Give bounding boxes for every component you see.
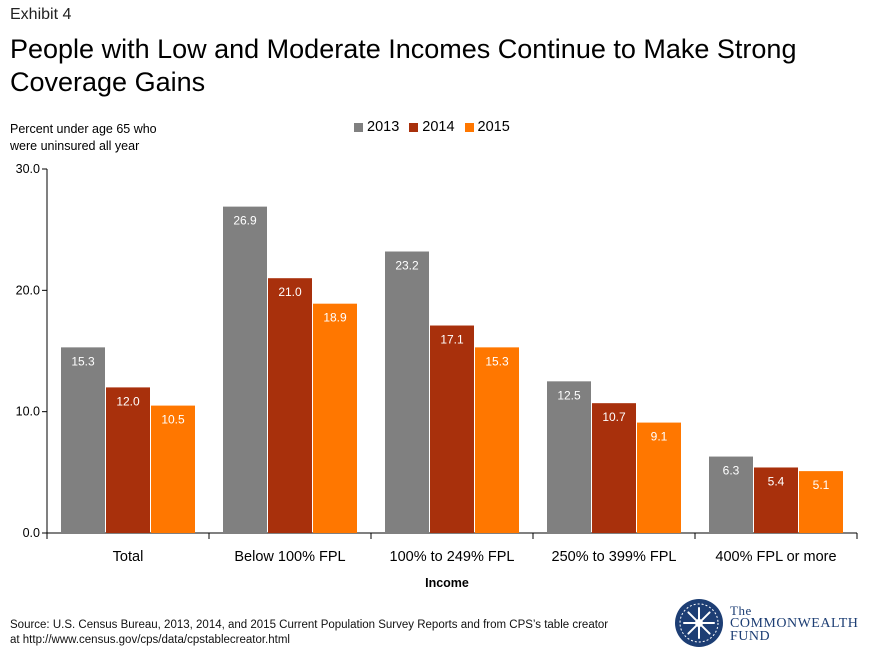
logo-line-3: FUND	[730, 628, 771, 644]
data-label-2015: 5.1	[813, 478, 830, 492]
x-tick-label: Total	[113, 549, 144, 565]
chart-title: People with Low and Moderate Incomes Con…	[10, 34, 797, 97]
bar-2015	[637, 422, 681, 533]
commonwealth-fund-logo: The COMMONWEALTH FUND	[674, 598, 858, 648]
y-axis-title-line-2: were uninsured all year	[10, 139, 140, 153]
bar-2015	[475, 347, 519, 533]
logo-line-1: The	[730, 602, 752, 618]
source-note: Source: U.S. Census Bureau, 2013, 2014, …	[10, 618, 650, 648]
bar-2014	[106, 387, 150, 533]
legend-label-2014: 2014	[422, 119, 455, 135]
legend-label-2015: 2015	[477, 119, 510, 135]
legend-item-2014: 2014	[409, 119, 455, 135]
bar-2013	[385, 251, 429, 534]
x-tick-label: 250% to 399% FPL	[552, 549, 677, 565]
bar-2015	[313, 303, 357, 533]
y-tick-label: 10.0	[16, 405, 40, 419]
source-line-2: at http://www.census.gov/cps/data/cpstab…	[10, 634, 290, 646]
bar-chart: 0.0 10.0 20.0 30.0 15.3 12.0 10.5 Total 26.9 21.0…	[16, 162, 858, 590]
legend-label-2013: 2013	[367, 119, 400, 135]
bar-2015	[151, 405, 195, 533]
legend: 2013 2014 2015	[354, 119, 510, 135]
data-label-2013: 6.3	[723, 464, 740, 478]
data-label-2015: 10.5	[161, 413, 185, 427]
data-label-2013: 12.5	[557, 388, 581, 402]
data-label-2014: 21.0	[278, 285, 302, 299]
data-label-2015: 15.3	[485, 354, 509, 368]
data-label-2014: 10.7	[602, 410, 626, 424]
bar-2014	[268, 278, 312, 533]
bar-2014	[592, 403, 636, 533]
bar-2014	[754, 467, 798, 533]
y-axis-title: Percent under age 65 who were uninsured …	[10, 121, 210, 155]
y-axis-title-line-1: Percent under age 65 who	[10, 122, 157, 136]
logo-line-2: COMMONWEALTH	[730, 615, 859, 631]
y-tick-label: 20.0	[16, 283, 40, 297]
bar-2013	[709, 456, 753, 533]
x-tick-label: 400% FPL or more	[715, 549, 836, 565]
legend-swatch-2013	[354, 122, 363, 132]
bar-2015	[799, 471, 843, 533]
x-tick-label: 100% to 249% FPL	[390, 549, 515, 565]
data-label-2013: 23.2	[395, 259, 419, 273]
legend-swatch-2015	[464, 122, 474, 132]
source-line-1: Source: U.S. Census Bureau, 2013, 2014, …	[10, 619, 609, 631]
legend-item-2015: 2015	[464, 119, 510, 135]
legend-swatch-2014	[409, 122, 419, 132]
y-tick-label: 30.0	[16, 162, 40, 176]
legend-item-2013: 2013	[354, 119, 399, 135]
bar-2014	[430, 325, 474, 533]
bar-2013	[223, 206, 267, 533]
x-axis-title: Income	[425, 576, 469, 590]
data-label-2013: 26.9	[233, 214, 257, 228]
data-label-2014: 12.0	[116, 394, 140, 408]
exhibit-label: Exhibit 4	[10, 6, 72, 23]
data-label-2013: 15.3	[71, 354, 95, 368]
bar-2013	[61, 347, 105, 533]
data-label-2014: 17.1	[440, 333, 464, 347]
data-label-2015: 18.9	[323, 311, 347, 325]
x-tick-label: Below 100% FPL	[234, 549, 345, 565]
data-label-2014: 5.4	[768, 474, 785, 488]
star-snowflake-icon	[675, 599, 723, 647]
bar-2013	[547, 381, 591, 533]
y-tick-label: 0.0	[23, 526, 40, 540]
data-label-2015: 9.1	[651, 430, 668, 444]
